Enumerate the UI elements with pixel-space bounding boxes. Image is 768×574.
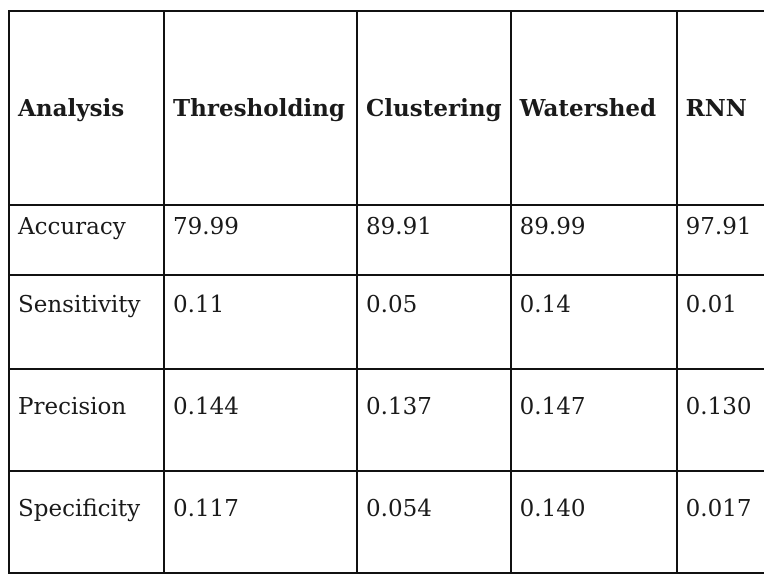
table-row: Accuracy 79.99 89.91 89.99 97.91 (8, 204, 764, 276)
table-cell: 0.11 (163, 274, 358, 370)
table-row: Specificity 0.117 0.054 0.140 0.017 (8, 470, 764, 574)
table-cell: 89.99 (509, 204, 678, 276)
table-cell: 0.147 (509, 368, 678, 472)
table-cell: 0.130 (675, 368, 764, 472)
header-cell-clustering: Clustering (356, 10, 512, 206)
results-table: Analysis Thresholding Clustering Watersh… (8, 10, 764, 574)
row-label-accuracy: Accuracy (8, 204, 165, 276)
table-cell: 79.99 (163, 204, 358, 276)
header-cell-analysis: Analysis (8, 10, 165, 206)
table-cell: 0.144 (163, 368, 358, 472)
row-label-sensitivity: Sensitivity (8, 274, 165, 370)
header-cell-thresholding: Thresholding (163, 10, 358, 206)
table-cell: 0.117 (163, 470, 358, 574)
table-cell: 0.017 (675, 470, 764, 574)
table-cell: 0.137 (356, 368, 512, 472)
table-cell: 0.140 (509, 470, 678, 574)
table-cell: 89.91 (356, 204, 512, 276)
header-row: Analysis Thresholding Clustering Watersh… (8, 10, 764, 206)
table-row: Precision 0.144 0.137 0.147 0.130 (8, 368, 764, 472)
table-cell: 97.91 (675, 204, 764, 276)
table-cell: 0.01 (675, 274, 764, 370)
row-label-precision: Precision (8, 368, 165, 472)
table-cell: 0.14 (509, 274, 678, 370)
header-cell-rnn: RNN (675, 10, 764, 206)
results-table-container: Analysis Thresholding Clustering Watersh… (8, 10, 764, 574)
header-cell-watershed: Watershed (509, 10, 678, 206)
table-row: Sensitivity 0.11 0.05 0.14 0.01 (8, 274, 764, 370)
row-label-specificity: Specificity (8, 470, 165, 574)
table-cell: 0.054 (356, 470, 512, 574)
table-cell: 0.05 (356, 274, 512, 370)
